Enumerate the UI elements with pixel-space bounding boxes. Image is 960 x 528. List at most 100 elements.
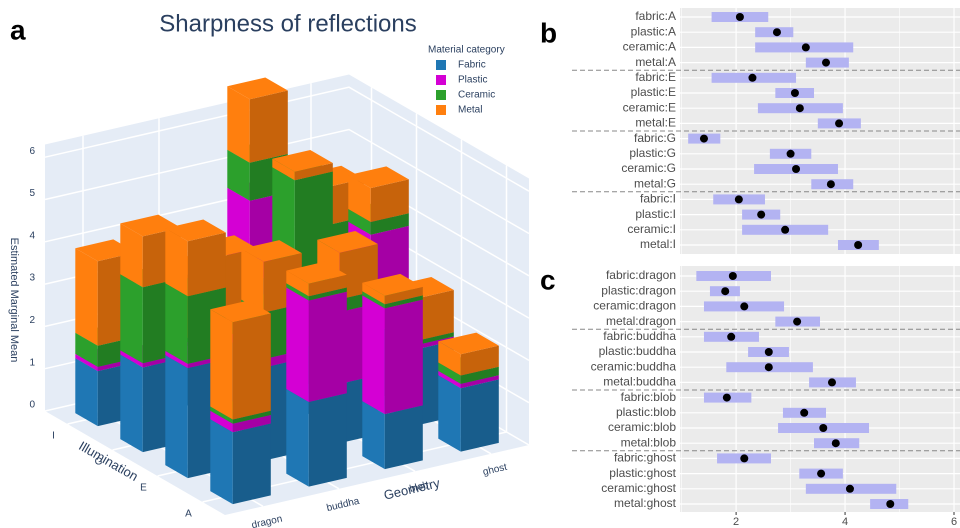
point bbox=[748, 73, 757, 82]
point bbox=[793, 317, 802, 326]
y-tick-label: ceramic:ghost bbox=[601, 481, 676, 495]
y-tick-label: fabric:A bbox=[635, 9, 676, 23]
bar-face bbox=[362, 291, 385, 309]
y-tick-label: fabric:dragon bbox=[606, 268, 676, 282]
bar-face bbox=[120, 354, 143, 453]
y-tick-label: ceramic:buddha bbox=[591, 359, 677, 373]
point bbox=[821, 58, 830, 67]
y-tick-label: fabric:I bbox=[640, 192, 676, 206]
bar-face bbox=[165, 228, 188, 297]
point bbox=[722, 393, 731, 402]
point bbox=[835, 119, 844, 128]
x-tick-label: blob bbox=[409, 480, 430, 495]
bar-face bbox=[438, 341, 461, 376]
point bbox=[831, 439, 840, 448]
bar-face bbox=[294, 163, 333, 181]
point bbox=[764, 363, 773, 372]
bar-face bbox=[460, 375, 499, 389]
bar-face bbox=[286, 283, 309, 301]
y-tick-label: I bbox=[52, 431, 55, 442]
bar-face bbox=[227, 149, 250, 201]
bar-face bbox=[227, 86, 250, 163]
bar-face bbox=[232, 423, 271, 505]
bar-face bbox=[362, 401, 385, 470]
legend-label: Ceramic bbox=[458, 90, 495, 101]
bar-face bbox=[165, 283, 188, 364]
bar-top bbox=[241, 240, 302, 262]
legend-swatch bbox=[436, 75, 446, 85]
legend-label: Fabric bbox=[458, 60, 486, 71]
y-tick-label: ceramic:G bbox=[621, 161, 676, 175]
bar-face bbox=[370, 213, 409, 235]
y-tick-label: fabric:buddha bbox=[603, 329, 676, 343]
bar-top bbox=[438, 332, 499, 355]
bar-top bbox=[286, 261, 347, 284]
bar-face bbox=[438, 375, 461, 452]
legend-swatch bbox=[436, 60, 446, 70]
y-tick-label: fabric:G bbox=[634, 131, 676, 145]
y-tick-label: plastic:buddha bbox=[599, 344, 677, 358]
point bbox=[795, 104, 804, 113]
bar-top bbox=[210, 300, 271, 323]
point bbox=[801, 43, 810, 52]
bar-face bbox=[232, 313, 271, 420]
point bbox=[727, 332, 736, 341]
bar-face bbox=[384, 299, 423, 415]
bar-segment bbox=[438, 332, 499, 376]
point bbox=[735, 13, 744, 21]
chart-title: Sharpness of reflections bbox=[159, 10, 416, 37]
bar-face bbox=[384, 295, 423, 309]
bar-face bbox=[241, 248, 264, 313]
grid-line bbox=[44, 86, 530, 192]
point bbox=[764, 348, 773, 356]
panel-label: b bbox=[540, 17, 557, 48]
bar-segment bbox=[227, 77, 288, 163]
x-tick-label: 4 bbox=[842, 516, 848, 528]
bar-face bbox=[75, 248, 98, 346]
z-tick-label: 2 bbox=[29, 315, 35, 326]
y-tick-label: metal:ghost bbox=[614, 496, 677, 510]
point bbox=[772, 28, 781, 37]
bar-face bbox=[308, 393, 347, 487]
z-tick-label: 6 bbox=[29, 146, 35, 157]
bar-face bbox=[460, 379, 499, 452]
bar-face bbox=[415, 332, 454, 346]
bar-face bbox=[120, 350, 143, 368]
y-tick-label: ceramic:blob bbox=[608, 420, 676, 434]
bar-face bbox=[438, 370, 461, 389]
x-tick-label: 2 bbox=[733, 516, 739, 528]
bar-segment bbox=[272, 150, 333, 181]
bar-face bbox=[286, 287, 309, 402]
bar-top bbox=[165, 219, 226, 242]
y-tick-label: metal:buddha bbox=[603, 375, 676, 389]
bar-top bbox=[362, 273, 423, 296]
x-tick-label: ghost bbox=[482, 462, 509, 478]
y-tick-label: plastic:dragon bbox=[601, 283, 676, 297]
bar-face bbox=[384, 286, 423, 305]
z-tick-label: 1 bbox=[29, 357, 35, 368]
bar-face bbox=[286, 270, 309, 297]
bar-face bbox=[308, 274, 347, 297]
x-tick-label: 6 bbox=[951, 516, 957, 528]
point bbox=[734, 195, 743, 204]
y-tick-label: ceramic:A bbox=[623, 40, 676, 54]
point bbox=[728, 272, 737, 280]
y-tick-label: A bbox=[185, 509, 192, 520]
y-tick-label: plastic:blob bbox=[616, 405, 676, 419]
bar-face bbox=[232, 415, 271, 433]
bar-face bbox=[272, 158, 295, 181]
y-tick-label: fabric:E bbox=[635, 70, 676, 84]
bar-face bbox=[165, 355, 188, 479]
point bbox=[740, 302, 749, 311]
x-axis-title: Geometry bbox=[382, 475, 441, 503]
bar-face bbox=[165, 350, 188, 369]
bar-face bbox=[362, 282, 385, 305]
bar-face bbox=[120, 274, 143, 364]
point bbox=[800, 408, 809, 417]
bar-top bbox=[348, 166, 409, 189]
bar-face bbox=[370, 179, 409, 222]
bar-face bbox=[308, 291, 347, 402]
bar-segment bbox=[286, 261, 347, 297]
bar-face bbox=[348, 209, 371, 235]
